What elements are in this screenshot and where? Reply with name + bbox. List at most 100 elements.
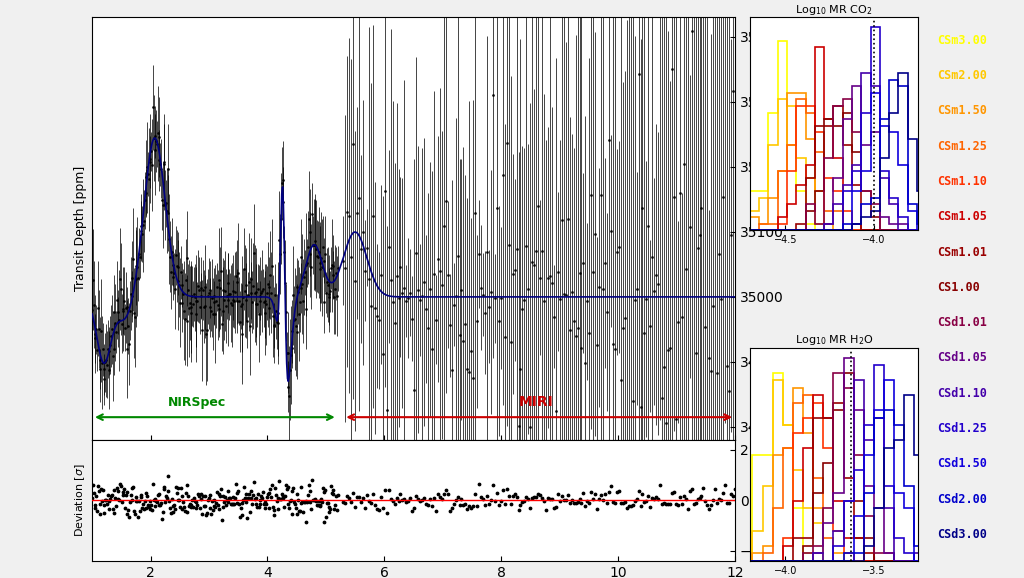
Point: [490, 500, 507, 509]
Point: [109, 483, 125, 492]
Point: [181, 499, 198, 509]
Point: [360, 497, 377, 506]
Point: [640, 492, 656, 501]
Point: [145, 495, 162, 505]
Point: [92, 509, 109, 518]
Point: [691, 494, 708, 503]
Point: [115, 488, 131, 497]
Point: [505, 492, 521, 501]
Point: [314, 484, 331, 493]
Point: [569, 498, 586, 507]
Point: [184, 495, 201, 505]
Point: [402, 494, 419, 503]
Point: [307, 494, 324, 503]
Text: CSm1.50: CSm1.50: [937, 104, 987, 117]
Point: [174, 504, 190, 513]
Point: [546, 503, 562, 513]
Point: [316, 487, 333, 496]
Point: [301, 481, 317, 490]
Point: [230, 499, 247, 508]
Point: [144, 505, 161, 514]
Point: [239, 489, 255, 498]
Text: CSm2.00: CSm2.00: [937, 69, 987, 82]
Point: [410, 495, 426, 504]
Point: [115, 491, 131, 500]
Point: [94, 497, 111, 506]
Point: [255, 487, 271, 497]
Point: [542, 494, 558, 503]
Point: [463, 504, 479, 513]
Point: [154, 514, 170, 524]
Point: [412, 497, 428, 506]
Point: [481, 499, 498, 509]
Point: [234, 498, 251, 507]
Point: [324, 488, 340, 498]
Point: [150, 491, 166, 500]
Point: [312, 501, 329, 510]
Point: [215, 491, 231, 501]
Point: [369, 504, 385, 513]
Point: [153, 501, 169, 510]
Point: [524, 494, 541, 503]
Point: [587, 490, 603, 499]
Point: [607, 498, 624, 507]
Point: [238, 498, 254, 507]
Point: [183, 503, 200, 512]
Point: [538, 506, 554, 515]
Point: [636, 497, 652, 506]
Text: CSm3.00: CSm3.00: [937, 34, 987, 47]
Point: [173, 483, 189, 492]
Point: [104, 505, 121, 514]
Point: [186, 496, 203, 505]
Point: [85, 480, 101, 490]
Point: [250, 489, 266, 498]
Point: [137, 488, 154, 497]
Point: [550, 490, 566, 499]
Point: [169, 496, 185, 505]
Point: [165, 502, 181, 511]
Point: [638, 496, 654, 505]
Point: [377, 485, 393, 494]
Point: [457, 499, 473, 509]
Text: CSm1.10: CSm1.10: [937, 175, 987, 188]
Point: [723, 490, 739, 499]
Point: [603, 482, 620, 491]
Point: [599, 499, 615, 508]
Point: [159, 493, 175, 502]
Point: [634, 490, 650, 499]
Point: [685, 499, 701, 509]
Point: [243, 487, 259, 496]
Point: [557, 495, 573, 505]
Y-axis label: Deviation [$\sigma$]: Deviation [$\sigma$]: [73, 464, 87, 537]
Point: [271, 476, 288, 485]
Point: [670, 501, 686, 510]
Point: [91, 499, 108, 509]
Point: [276, 492, 293, 501]
Point: [233, 511, 250, 520]
Point: [328, 492, 344, 501]
Point: [281, 500, 297, 509]
Point: [727, 484, 743, 494]
Point: [398, 498, 415, 507]
Point: [148, 498, 165, 507]
Point: [261, 488, 278, 498]
Point: [143, 500, 160, 509]
Point: [187, 498, 204, 507]
Point: [424, 502, 440, 511]
Point: [99, 491, 116, 500]
Point: [268, 490, 285, 499]
Point: [105, 508, 122, 517]
Point: [678, 494, 694, 503]
Point: [167, 505, 183, 514]
Point: [267, 484, 284, 493]
Point: [701, 504, 718, 513]
Point: [120, 505, 136, 514]
Point: [275, 494, 292, 503]
Point: [614, 498, 631, 507]
Point: [309, 501, 326, 510]
Point: [583, 487, 599, 496]
Point: [269, 494, 286, 503]
Point: [656, 499, 673, 508]
Point: [441, 507, 458, 516]
Point: [260, 503, 276, 512]
